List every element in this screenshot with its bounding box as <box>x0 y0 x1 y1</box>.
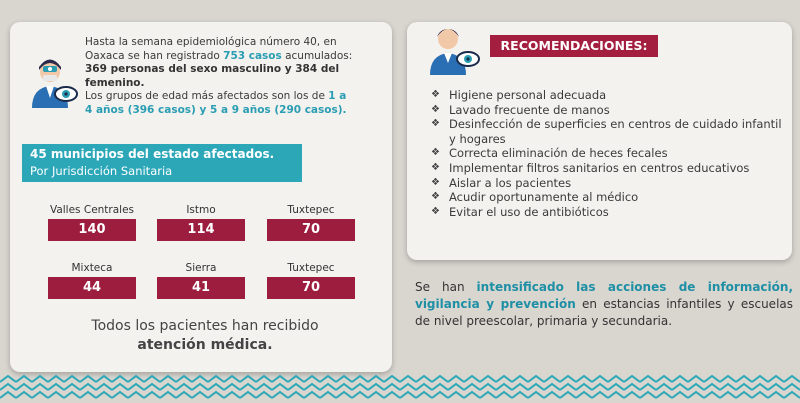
region-count: 41 <box>157 277 245 299</box>
diamond-bullet-icon: ❖ <box>431 176 440 188</box>
doctor-eye-icon <box>430 29 480 75</box>
region-count: 44 <box>48 277 136 299</box>
region-label: Valles Centrales <box>49 204 135 216</box>
decorative-border <box>0 374 800 402</box>
list-item: ❖ Implementar filtros sanitarios en centr… <box>431 160 750 175</box>
banner-title: 45 municipios del estado afectados. <box>30 147 275 161</box>
diamond-bullet-icon: ❖ <box>431 161 440 173</box>
recommendations-list: ❖ Higiene personal adecuada ❖ Lavado frecu… <box>429 88 789 219</box>
diamond-bullet-icon: ❖ <box>431 103 440 115</box>
list-item: ❖ Correcta eliminación de heces fecales <box>431 146 668 161</box>
list-item: ❖ Acudir oportunamente al médico <box>431 190 639 205</box>
region-count: 140 <box>48 219 136 241</box>
banner-subtitle: Por Jurisdicción Sanitaria <box>30 164 173 178</box>
region-label: Sierra <box>185 262 217 274</box>
recommendations-panel: RECOMENDACIONES: ❖ Higiene personal adecu… <box>407 22 792 260</box>
epidemiology-panel: Hasta la semana epidemiológica número 40… <box>10 22 392 372</box>
region-label: Tuxtepec <box>287 262 335 274</box>
list-item: ❖ Aislar a los pacientes <box>431 175 572 190</box>
region-label: Mixteca <box>71 262 113 274</box>
municipalities-banner: 45 municipios del estado afectados. Por … <box>22 144 302 182</box>
actions-note: Se han intensificado las acciones de inf… <box>415 280 794 328</box>
region-count: 70 <box>267 219 355 241</box>
diamond-bullet-icon: ❖ <box>431 118 440 130</box>
diamond-bullet-icon: ❖ <box>431 147 440 159</box>
region-label: Istmo <box>186 204 216 216</box>
diamond-bullet-icon: ❖ <box>431 89 440 100</box>
diamond-bullet-icon: ❖ <box>431 205 440 217</box>
region-count: 70 <box>267 277 355 299</box>
list-item: ❖ Higiene personal adecuada <box>431 88 607 102</box>
list-item: ❖ Evitar el uso de antibióticos <box>431 204 609 219</box>
attention-note: Todos los pacientes han recibido atenció… <box>91 318 319 353</box>
recommendations-title: RECOMENDACIONES: <box>490 35 658 57</box>
list-item: ❖ Desinfección de superficies en centros … <box>431 117 782 146</box>
list-item: ❖ Lavado frecuente de manos <box>431 102 610 117</box>
diamond-bullet-icon: ❖ <box>431 191 440 203</box>
region-count: 114 <box>157 219 245 241</box>
region-label: Tuxtepec <box>287 204 335 216</box>
doctor-eye-icon <box>32 59 78 108</box>
intro-text: Hasta la semana epidemiológica número 40… <box>85 36 353 116</box>
